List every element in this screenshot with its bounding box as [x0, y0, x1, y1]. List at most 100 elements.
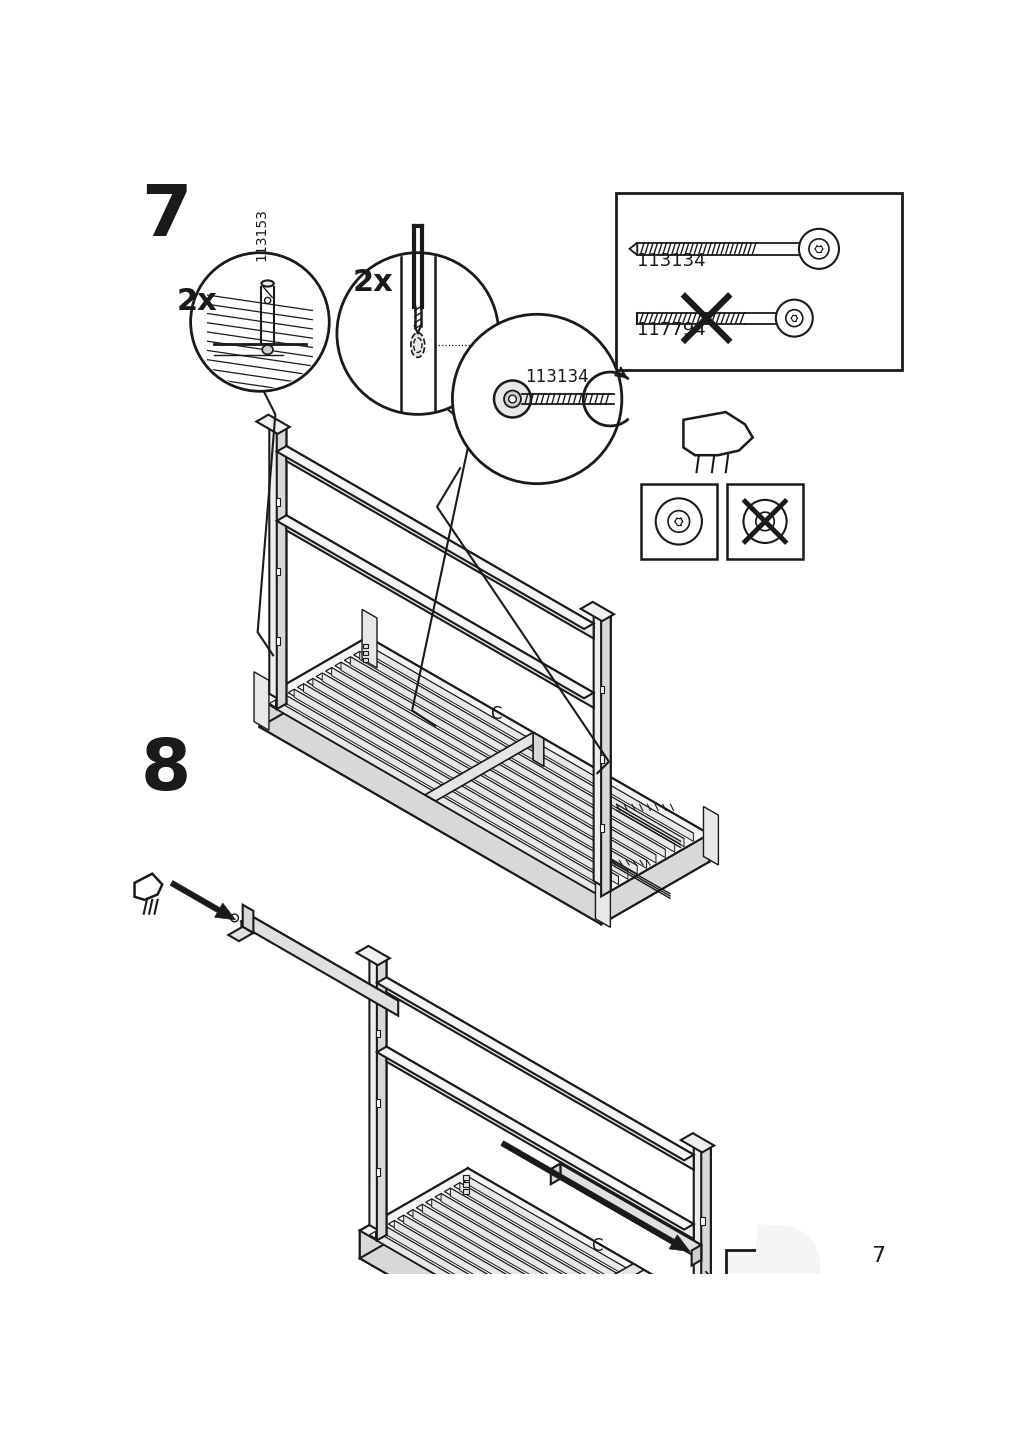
Polygon shape — [369, 1232, 700, 1422]
Polygon shape — [254, 672, 269, 730]
Bar — [463, 1181, 468, 1187]
Polygon shape — [680, 1133, 714, 1153]
Text: 2x: 2x — [177, 288, 217, 316]
Polygon shape — [691, 1244, 701, 1266]
Polygon shape — [359, 652, 683, 846]
Circle shape — [509, 395, 516, 402]
Polygon shape — [594, 869, 610, 928]
Bar — [615, 193, 901, 371]
Polygon shape — [326, 667, 655, 858]
Polygon shape — [286, 445, 593, 639]
Polygon shape — [294, 689, 618, 885]
Circle shape — [750, 1287, 761, 1297]
Polygon shape — [444, 1189, 774, 1379]
Polygon shape — [580, 601, 614, 621]
Polygon shape — [432, 1199, 755, 1395]
Polygon shape — [306, 679, 637, 869]
Text: 117794: 117794 — [637, 321, 706, 339]
Ellipse shape — [262, 345, 273, 354]
Bar — [275, 637, 280, 644]
Polygon shape — [170, 881, 236, 919]
Polygon shape — [297, 684, 627, 875]
Polygon shape — [369, 948, 386, 1234]
Bar — [375, 1169, 380, 1176]
Bar — [463, 1176, 468, 1180]
Polygon shape — [406, 1210, 737, 1400]
Polygon shape — [363, 646, 693, 836]
Text: 8: 8 — [141, 736, 191, 805]
Polygon shape — [378, 1226, 709, 1416]
Bar — [463, 1189, 468, 1194]
Polygon shape — [316, 673, 646, 863]
Polygon shape — [426, 1199, 755, 1389]
Polygon shape — [367, 637, 709, 862]
Bar — [700, 1286, 704, 1295]
Polygon shape — [601, 833, 709, 924]
Polygon shape — [362, 610, 377, 667]
Polygon shape — [500, 1141, 690, 1252]
Polygon shape — [321, 673, 646, 868]
Polygon shape — [275, 700, 600, 895]
Polygon shape — [629, 242, 637, 255]
Polygon shape — [260, 699, 601, 924]
Polygon shape — [341, 662, 664, 858]
Polygon shape — [344, 657, 674, 848]
Polygon shape — [312, 679, 637, 874]
Circle shape — [264, 298, 270, 304]
Polygon shape — [593, 604, 610, 891]
Circle shape — [493, 381, 531, 418]
Polygon shape — [397, 1216, 727, 1406]
Polygon shape — [228, 927, 253, 941]
Bar — [725, 1250, 795, 1335]
Ellipse shape — [261, 281, 274, 286]
Bar — [363, 644, 368, 649]
Polygon shape — [694, 1136, 710, 1422]
Circle shape — [808, 239, 828, 259]
Circle shape — [667, 511, 688, 533]
Polygon shape — [601, 614, 610, 896]
Ellipse shape — [410, 332, 425, 358]
Polygon shape — [412, 1210, 737, 1405]
Polygon shape — [242, 915, 397, 1007]
Polygon shape — [560, 1164, 701, 1260]
Polygon shape — [260, 664, 709, 924]
Polygon shape — [256, 415, 289, 434]
Polygon shape — [360, 1230, 701, 1432]
Polygon shape — [260, 637, 709, 896]
Polygon shape — [276, 445, 593, 629]
Polygon shape — [388, 1220, 718, 1412]
Polygon shape — [450, 1189, 774, 1383]
Polygon shape — [386, 1047, 694, 1239]
Text: C: C — [590, 1237, 602, 1254]
Bar — [600, 755, 604, 763]
Circle shape — [337, 252, 498, 414]
Polygon shape — [376, 958, 386, 1240]
Polygon shape — [251, 915, 397, 1015]
Bar — [275, 498, 280, 505]
Polygon shape — [278, 695, 609, 885]
Bar — [600, 825, 604, 832]
Polygon shape — [269, 417, 286, 703]
Polygon shape — [360, 1169, 809, 1428]
Polygon shape — [356, 947, 389, 965]
Polygon shape — [288, 689, 618, 881]
Polygon shape — [286, 516, 593, 707]
Polygon shape — [550, 1164, 560, 1184]
Polygon shape — [435, 1193, 764, 1385]
Polygon shape — [335, 662, 664, 853]
Bar — [363, 650, 368, 656]
Polygon shape — [386, 977, 694, 1170]
Polygon shape — [550, 1164, 701, 1250]
Polygon shape — [533, 732, 543, 766]
Polygon shape — [425, 732, 543, 800]
Bar — [700, 1356, 704, 1363]
Polygon shape — [403, 1216, 727, 1411]
Polygon shape — [332, 667, 655, 863]
Polygon shape — [284, 695, 609, 891]
Circle shape — [452, 314, 621, 484]
Polygon shape — [701, 1146, 710, 1428]
Polygon shape — [360, 1196, 809, 1432]
Polygon shape — [463, 1177, 793, 1368]
Bar — [375, 1100, 380, 1107]
Polygon shape — [276, 516, 593, 699]
